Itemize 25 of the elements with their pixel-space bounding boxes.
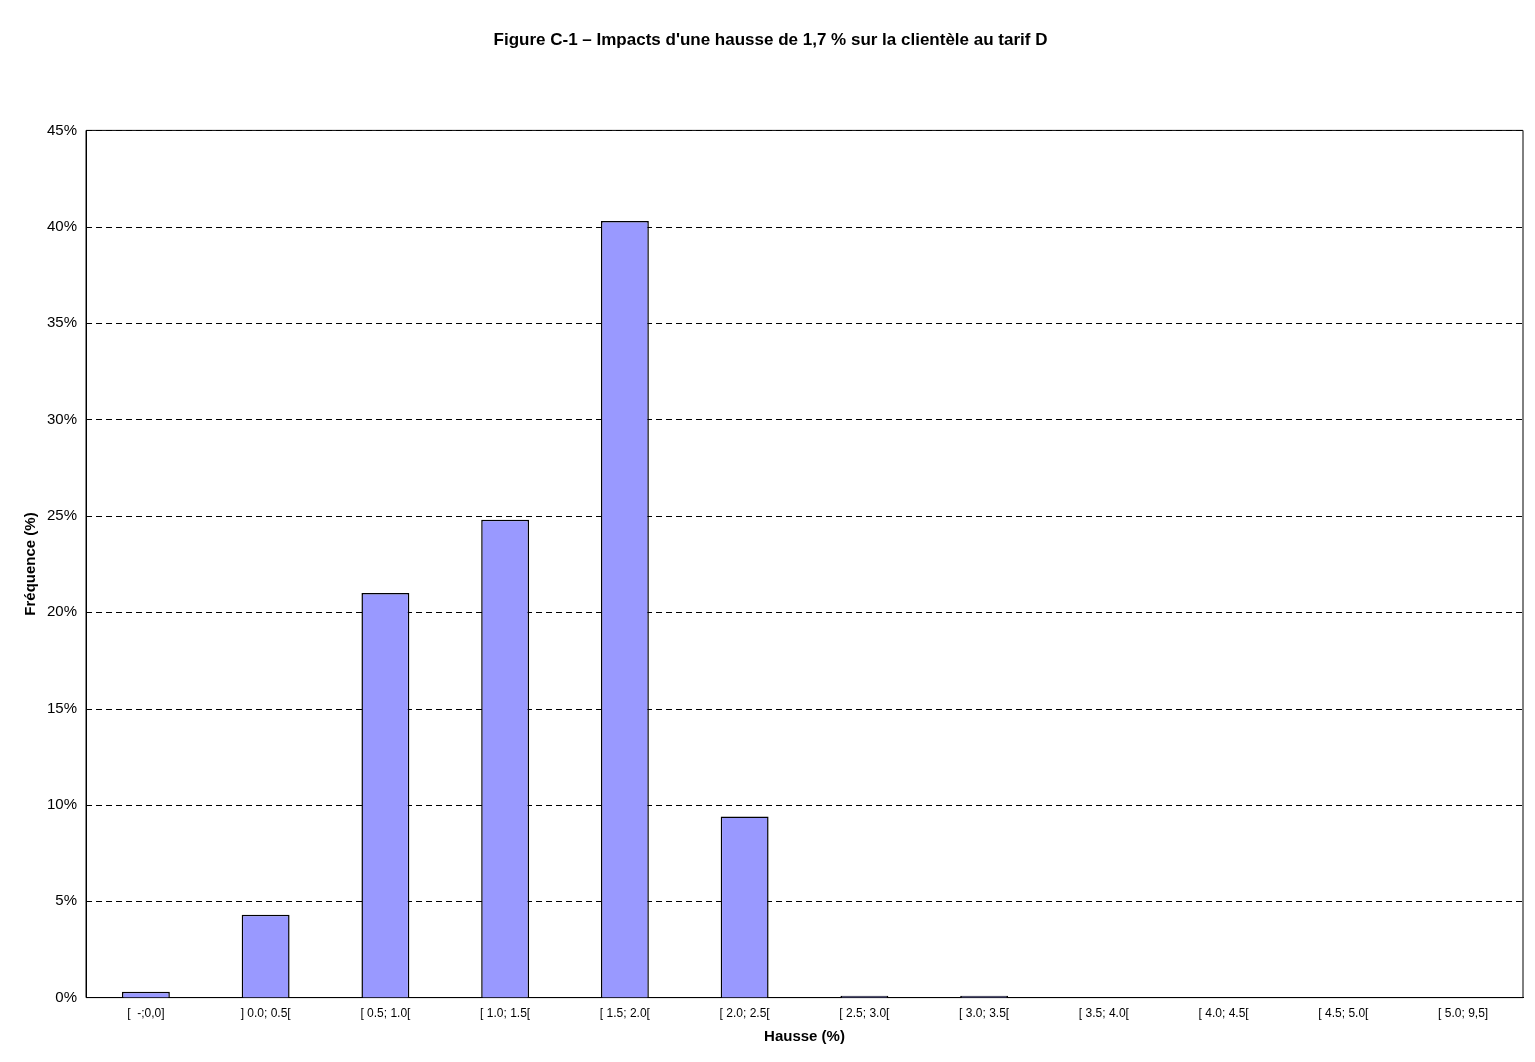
x-tick-label: ] 0.0; 0.5[	[240, 1006, 292, 1021]
x-tick-label: [ 1.0; 1.5[	[480, 1006, 531, 1021]
x-tick-label: [ 3.0; 3.5[	[959, 1006, 1010, 1021]
y-tick-label: 0%	[55, 987, 78, 1005]
y-tick-label: 20%	[46, 602, 78, 620]
y-axis-title: Fréquence (%)	[21, 512, 39, 616]
y-tick-label: 35%	[46, 313, 78, 331]
chart-title: Figure C-1 – Impacts d'une hausse de 1,7 % sur la clientèle au tarif D	[493, 29, 1048, 49]
x-tick-label: [ 0.5; 1.0[	[360, 1006, 412, 1021]
x-tick-label: [ 1.5; 2.0[	[599, 1006, 651, 1021]
x-axis-title: Hausse (%)	[764, 1027, 845, 1045]
x-tick-label: [ 4.0; 4.5[	[1198, 1006, 1250, 1021]
x-tick-label: [ -;0,0]	[127, 1006, 165, 1021]
x-tick-label: [ 5.0; 9,5]	[1438, 1006, 1489, 1021]
x-tick-label: [ 3.5; 4.0[	[1078, 1006, 1130, 1021]
x-tick-label: [ 4.5; 5.0[	[1318, 1006, 1370, 1021]
y-tick-label: 10%	[46, 795, 78, 813]
x-tick-label: [ 2.5; 3.0[	[839, 1006, 891, 1021]
y-tick-label: 30%	[46, 409, 78, 427]
y-tick-label: 25%	[46, 505, 78, 523]
y-tick-label: 15%	[46, 698, 78, 716]
x-tick-label: [ 2.0; 2.5[	[719, 1006, 771, 1021]
y-tick-label: 45%	[46, 120, 78, 138]
y-tick-label: 40%	[46, 216, 78, 234]
y-tick-label: 5%	[55, 891, 78, 909]
